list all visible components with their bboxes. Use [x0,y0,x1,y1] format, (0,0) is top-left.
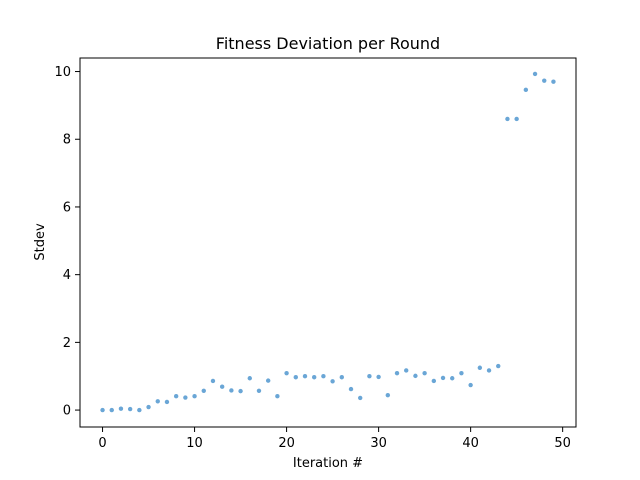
data-point [229,388,234,393]
data-point [173,393,179,399]
data-point [321,374,326,379]
data-point [358,395,363,401]
y-axis-ticks: 0 2 4 6 8 10 [54,65,80,419]
y-tick-label: 4 [63,268,71,283]
x-axis-ticks: 0 10 20 30 40 50 [98,427,571,451]
data-point [127,406,133,412]
data-point [367,374,372,379]
data-point [146,404,151,410]
data-point [192,393,197,399]
data-point [238,388,243,394]
data-point [440,375,446,381]
data-point [496,363,501,369]
data-point [118,406,124,411]
data-point [404,368,409,373]
x-tick-label: 20 [278,436,295,451]
data-point [155,399,160,404]
data-point [109,407,114,413]
x-tick-label: 30 [370,436,387,451]
y-tick-label: 0 [63,404,71,419]
data-point [210,378,216,384]
data-point [219,384,225,389]
x-axis-label: Iteration # [293,456,363,471]
y-tick-label: 2 [63,336,71,351]
data-point [431,378,437,384]
data-point [468,382,473,388]
data-point [523,87,529,93]
x-tick-label: 40 [462,436,479,451]
data-point [422,370,427,376]
data-point [505,116,510,122]
data-point [348,386,354,392]
x-tick-label: 50 [554,436,571,451]
data-point [302,374,308,379]
data-point [284,370,289,376]
data-point [293,375,298,380]
data-point [100,407,105,413]
data-point [275,393,280,399]
x-tick-label: 10 [186,436,203,451]
y-tick-label: 6 [63,200,71,215]
data-point [164,399,170,405]
plot-frame [79,57,577,428]
data-point [265,378,271,383]
data-point [201,388,206,393]
data-point [385,392,391,398]
data-point [413,373,418,379]
data-point [256,388,262,393]
data-points [100,71,556,413]
data-point [459,370,464,376]
x-tick-label: 0 [98,436,106,451]
data-point [330,379,335,384]
data-point [312,375,317,380]
y-axis-label: Stdev [33,223,48,261]
data-point [394,370,400,376]
data-point [450,376,455,381]
data-point [532,71,538,77]
data-point [183,395,188,400]
data-point [542,78,547,83]
data-point [376,374,381,380]
data-point [339,375,344,380]
data-point [486,368,492,373]
data-point [247,376,252,381]
data-point [551,79,556,84]
data-point [514,116,519,122]
y-tick-label: 10 [54,65,71,80]
y-tick-label: 8 [63,133,71,148]
data-point [137,407,142,413]
data-point [477,365,483,370]
chart-title: Fitness Deviation per Round [216,34,440,53]
